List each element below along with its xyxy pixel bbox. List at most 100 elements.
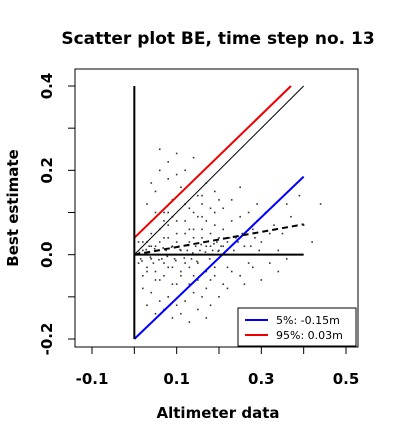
data-point <box>167 211 169 214</box>
data-point <box>180 274 182 277</box>
data-point <box>230 270 233 273</box>
data-point <box>197 194 199 197</box>
data-point <box>142 241 144 243</box>
data-point <box>184 262 186 264</box>
data-point <box>237 241 239 243</box>
data-point <box>180 249 182 252</box>
data-point <box>233 249 235 252</box>
data-point <box>211 249 214 252</box>
data-point <box>256 203 258 205</box>
data-point <box>197 215 199 218</box>
data-point <box>152 262 155 264</box>
data-point <box>192 291 195 294</box>
data-point <box>139 258 142 260</box>
data-point <box>167 266 169 269</box>
data-point <box>209 304 212 307</box>
data-point <box>158 258 160 261</box>
data-point <box>260 279 263 281</box>
plot-frame <box>74 68 359 348</box>
data-point <box>298 194 301 197</box>
data-point <box>192 211 195 214</box>
data-point <box>186 249 189 252</box>
data-point <box>150 291 153 294</box>
data-point <box>161 258 163 260</box>
data-point <box>175 232 178 235</box>
data-point <box>188 207 191 210</box>
data-point <box>138 251 141 254</box>
data-point <box>243 245 246 248</box>
data-point <box>146 266 148 269</box>
data-point <box>191 252 194 254</box>
data-point <box>192 156 195 159</box>
data-point <box>285 258 288 260</box>
data-point <box>192 228 195 231</box>
data-point <box>277 270 280 273</box>
data-point <box>249 245 252 248</box>
data-point <box>252 266 254 269</box>
data-point <box>188 283 191 285</box>
data-point <box>180 312 182 315</box>
data-point <box>154 279 157 281</box>
data-point <box>175 173 178 176</box>
data-point <box>163 220 165 222</box>
data-point <box>154 312 157 315</box>
data-point <box>190 258 193 260</box>
chart-title: Scatter plot BE, time step no. 13 <box>61 29 374 49</box>
data-point <box>166 255 169 258</box>
data-point <box>201 194 203 197</box>
data-point <box>197 262 199 264</box>
data-point <box>216 241 218 243</box>
data-point <box>197 279 199 281</box>
data-point <box>192 237 195 239</box>
data-point <box>213 242 215 245</box>
data-point <box>197 308 199 311</box>
data-point <box>204 251 207 253</box>
data-point <box>184 169 186 172</box>
data-point <box>213 224 216 226</box>
data-point <box>222 283 225 285</box>
data-point <box>150 182 153 184</box>
data-point <box>199 249 201 252</box>
legend-entry: 5%: -0.15m <box>276 314 340 327</box>
data-point <box>188 321 191 323</box>
data-point <box>149 256 152 258</box>
data-point <box>208 258 211 260</box>
data-point <box>173 258 176 260</box>
data-point <box>167 177 169 180</box>
data-point <box>260 241 263 243</box>
data-point <box>209 207 212 210</box>
y-tick-label: 0.2 <box>38 157 56 184</box>
data-point <box>269 232 271 235</box>
data-point <box>218 249 220 252</box>
data-point <box>142 287 144 290</box>
data-point <box>213 190 216 193</box>
data-point <box>154 190 157 193</box>
data-point <box>222 245 225 248</box>
data-point <box>205 317 208 319</box>
data-point <box>239 274 241 277</box>
data-point <box>277 249 280 252</box>
data-point <box>167 237 169 239</box>
data-point <box>146 304 148 307</box>
data-point <box>281 232 284 235</box>
data-point <box>213 274 216 277</box>
data-point <box>239 186 241 188</box>
data-point <box>196 260 198 263</box>
data-point <box>201 215 203 218</box>
data-point <box>201 237 203 239</box>
reference-lines <box>133 85 305 340</box>
data-point <box>184 232 186 235</box>
data-point <box>201 296 203 298</box>
data-point <box>171 266 174 269</box>
data-point <box>146 270 148 273</box>
data-point <box>158 241 161 243</box>
data-point <box>192 274 195 277</box>
data-point <box>171 245 174 248</box>
data-point <box>163 237 165 239</box>
data-point <box>200 243 203 246</box>
data-point <box>226 241 229 243</box>
data-point <box>209 245 212 248</box>
data-point <box>201 203 203 205</box>
data-point <box>167 224 169 226</box>
